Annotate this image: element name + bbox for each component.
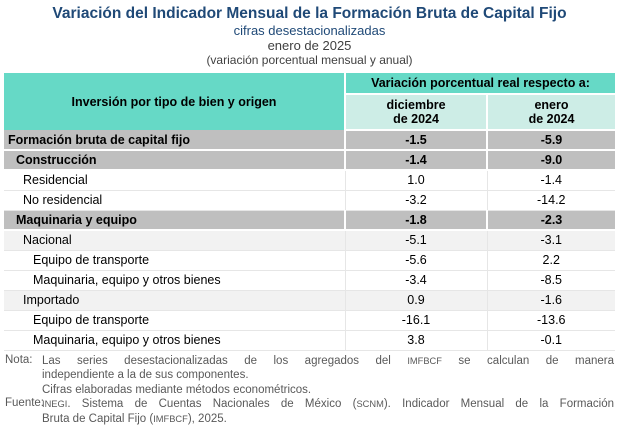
table-row: Formación bruta de capital fijo -1.5 -5.… <box>4 130 615 151</box>
table-row: Maquinaria y equipo -1.8 -2.3 <box>4 210 615 231</box>
value-ene-2024: -14.2 <box>486 190 615 211</box>
row-label: Equipo de transporte <box>4 310 345 331</box>
row-label: Maquinaria, equipo y otros bienes <box>4 270 345 291</box>
value-dec-2024: 1.0 <box>344 170 487 191</box>
table-row: Residencial 1.0 -1.4 <box>4 170 615 191</box>
value-dec-2024: -1.8 <box>344 210 487 231</box>
table-row: Equipo de transporte -16.1 -13.6 <box>4 310 615 331</box>
value-ene-2024: -3.1 <box>486 230 615 251</box>
fuente-line: Bruta de Capital Fijo (IMFBCF), 2025. <box>42 412 614 427</box>
acronym-imfbcf: IMFBCF <box>153 413 188 424</box>
nota-line: Cifras elaboradas mediante métodos econo… <box>42 383 312 396</box>
acronym-inegi: INEGI <box>42 399 68 409</box>
value-dec-2024: -5.1 <box>344 230 487 251</box>
note-text-part: ), 2025. <box>187 412 227 425</box>
value-ene-2024: -1.4 <box>486 170 615 191</box>
period-label: enero de 2025 <box>267 38 352 53</box>
row-label: Importado <box>4 290 345 311</box>
note-text-part: Las series desestacionalizadas de los ag… <box>42 354 408 367</box>
value-ene-2024: -2.3 <box>486 210 615 231</box>
fuente-line: INEGI. Sistema de Cuentas Nacionales de … <box>42 397 614 412</box>
value-dec-2024: 0.9 <box>344 290 487 311</box>
nota-line: Las series desestacionalizadas de los ag… <box>42 354 614 369</box>
column-header-line: enero <box>534 98 569 112</box>
table-row: Construcción -1.4 -9.0 <box>4 150 615 171</box>
table-row: Maquinaria, equipo y otros bienes 3.8 -0… <box>4 330 615 351</box>
fuente-row: Fuente: INEGI. Sistema de Cuentas Nacion… <box>4 397 615 426</box>
value-ene-2024: 2.2 <box>486 250 615 271</box>
note-text-part: ). Indicador Mensual de la Formación <box>383 398 614 410</box>
acronym-scnm: SCNM <box>356 399 384 409</box>
page-title: Variación del Indicador Mensual de la Fo… <box>52 5 567 22</box>
row-label: No residencial <box>4 190 345 211</box>
header-row-group: Inversión por tipo de bien y origen Vari… <box>4 73 615 130</box>
table-row: Maquinaria, equipo y otros bienes -3.4 -… <box>4 270 615 291</box>
acronym-imfbcf: IMFBCF <box>407 355 442 366</box>
value-dec-2024: -5.6 <box>344 250 487 271</box>
table-row: Equipo de transporte -5.6 2.2 <box>4 250 615 271</box>
row-header-cell: Inversión por tipo de bien y origen <box>4 73 346 130</box>
table-row: Nacional -5.1 -3.1 <box>4 230 615 251</box>
column-header-diciembre: diciembre de 2024 <box>345 94 487 131</box>
title-block: Variación del Indicador Mensual de la Fo… <box>4 5 615 67</box>
column-header-line: de 2024 <box>528 112 575 126</box>
fuente-label: Fuente: <box>5 397 44 409</box>
fuente-text: INEGI. Sistema de Cuentas Nacionales de … <box>42 397 614 426</box>
nota-label: Nota: <box>5 353 33 366</box>
note-text-part: Bruta de Capital Fijo ( <box>42 412 154 425</box>
value-dec-2024: -1.5 <box>344 130 487 151</box>
column-header-line: diciembre <box>386 98 446 112</box>
header-row-columns: diciembre de 2024 enero de 2024 <box>4 94 615 131</box>
value-ene-2024: -5.9 <box>486 130 615 151</box>
column-header-line: de 2024 <box>393 112 439 126</box>
table-row: Importado 0.9 -1.6 <box>4 290 615 311</box>
measure-note: (variación porcentual mensual y anual) <box>206 53 413 67</box>
column-header-enero: enero de 2024 <box>486 94 615 131</box>
row-label: Construcción <box>4 150 345 171</box>
table-row: No residencial -3.2 -14.2 <box>4 190 615 211</box>
value-dec-2024: 3.8 <box>344 330 487 351</box>
value-ene-2024: -8.5 <box>486 270 615 291</box>
subtitle: cifras desestacionalizadas <box>233 23 386 38</box>
nota-line: independiente a la de sus componentes. <box>42 369 249 381</box>
value-ene-2024: -1.6 <box>486 290 615 311</box>
row-label: Maquinaria, equipo y otros bienes <box>4 330 345 351</box>
note-text-part: . Sistema de Cuentas Nacionales de Méxic… <box>67 398 357 410</box>
row-label: Formación bruta de capital fijo <box>4 130 345 151</box>
value-dec-2024: -3.4 <box>344 270 487 291</box>
nota-text: Las series desestacionalizadas de los ag… <box>42 354 614 398</box>
value-ene-2024: -0.1 <box>486 330 615 351</box>
row-label: Nacional <box>4 230 345 251</box>
value-dec-2024: -1.4 <box>344 150 487 171</box>
note-text-part: se calculan de manera <box>441 354 614 367</box>
value-ene-2024: -13.6 <box>486 310 615 331</box>
value-ene-2024: -9.0 <box>486 150 615 171</box>
value-dec-2024: -3.2 <box>344 190 487 211</box>
imfbcf-table: Inversión por tipo de bien y origen Vari… <box>4 73 615 351</box>
row-label: Equipo de transporte <box>4 250 345 271</box>
row-label: Residencial <box>4 170 345 191</box>
column-group-header: Variación porcentual real respecto a: <box>345 73 615 95</box>
nota-row: Nota: Las series desestacionalizadas de … <box>4 354 615 398</box>
footnotes: Nota: Las series desestacionalizadas de … <box>4 354 615 427</box>
row-label: Maquinaria y equipo <box>4 210 345 231</box>
value-dec-2024: -16.1 <box>344 310 487 331</box>
